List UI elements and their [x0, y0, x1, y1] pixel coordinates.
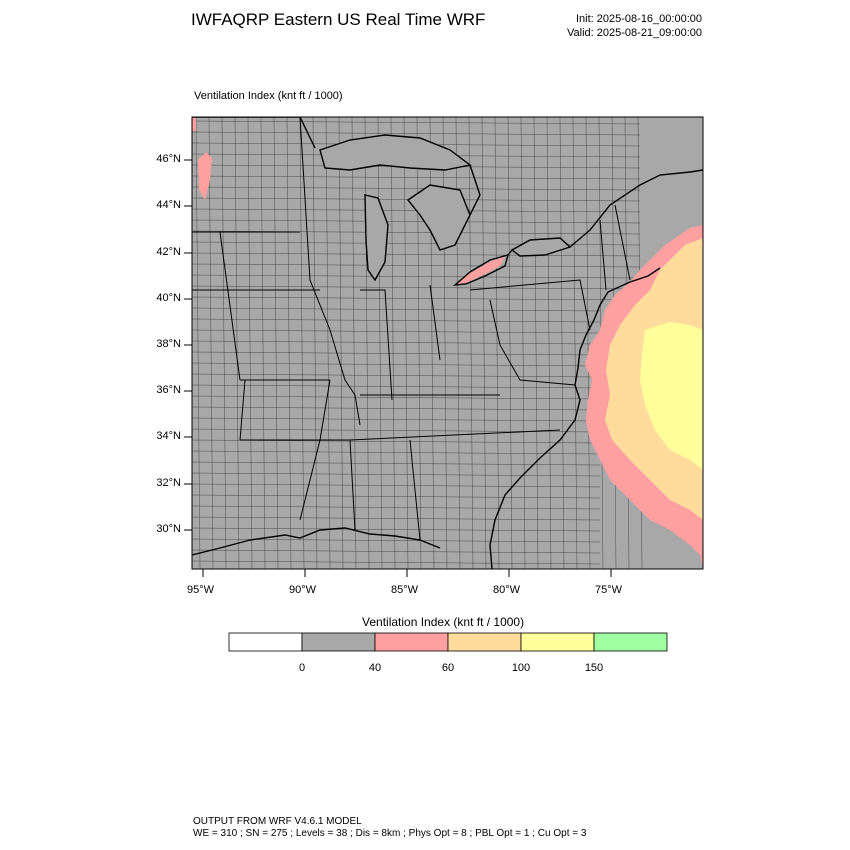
- colorbar-bin: [374, 632, 449, 652]
- us-canada-border: [192, 117, 703, 256]
- latitude-label: 38°N: [156, 338, 181, 350]
- plot-title: IWFAQRP Eastern US Real Time WRF: [191, 10, 486, 29]
- longitude-label: 75°W: [595, 584, 623, 596]
- colorbar-label: 100: [511, 662, 531, 674]
- gulf-coastline: [192, 527, 441, 556]
- latitude-label: 34°N: [156, 430, 181, 442]
- latitude-label: 36°N: [156, 384, 181, 396]
- init-time: Init: 2025-08-16_00:00:00: [576, 13, 702, 25]
- lake-superior-outline: [319, 134, 472, 171]
- ventilation-shading: [192, 117, 703, 569]
- latitude-label: 32°N: [156, 477, 181, 489]
- colorbar-bin: [301, 632, 376, 652]
- map-field-label: Ventilation Index (knt ft / 1000): [194, 90, 343, 102]
- longitude-label: 80°W: [493, 584, 521, 596]
- latitude-label: 40°N: [156, 292, 181, 304]
- longitude-label: 85°W: [391, 584, 419, 596]
- lake-erie-shading: [455, 256, 505, 285]
- colorbar-bin: [228, 632, 303, 652]
- map-area: [192, 117, 703, 569]
- latitude-label: 42°N: [156, 246, 181, 258]
- atlantic-high-vi-shading: [640, 322, 703, 470]
- colorbar-bin: [447, 632, 522, 652]
- colorbar-label: 60: [441, 662, 455, 674]
- lake-michigan-outline: [364, 194, 389, 282]
- colorbar-label: 0: [298, 662, 306, 674]
- coastlines-and-borders: [192, 117, 703, 569]
- map-frame: [191, 116, 704, 570]
- longitude-label: 95°W: [187, 584, 215, 596]
- latitude-label: 44°N: [156, 199, 181, 211]
- colorbar: [228, 632, 668, 652]
- state-lines: [192, 117, 631, 541]
- latitude-ticks: [184, 159, 192, 531]
- latitude-label: 30°N: [156, 523, 181, 535]
- colorbar-label: 150: [584, 662, 604, 674]
- colorbar-label: 40: [368, 662, 382, 674]
- minnesota-shading: [198, 152, 212, 200]
- colorbar-title: Ventilation Index (knt ft / 1000): [362, 615, 525, 629]
- model-options-line: WE = 310 ; SN = 275 ; Levels = 38 ; Dis …: [193, 828, 587, 839]
- colorbar-bin: [593, 632, 668, 652]
- latitude-label: 46°N: [156, 153, 181, 165]
- lake-huron-outline: [406, 184, 471, 251]
- model-info-line: OUTPUT FROM WRF V4.6.1 MODEL: [193, 816, 362, 827]
- longitude-ticks: [202, 569, 612, 577]
- corner-shading: [192, 117, 196, 131]
- longitude-label: 90°W: [289, 584, 317, 596]
- colorbar-bin: [520, 632, 595, 652]
- valid-time: Valid: 2025-08-21_09:00:00: [567, 27, 702, 39]
- lake-erie-outline: [452, 253, 509, 286]
